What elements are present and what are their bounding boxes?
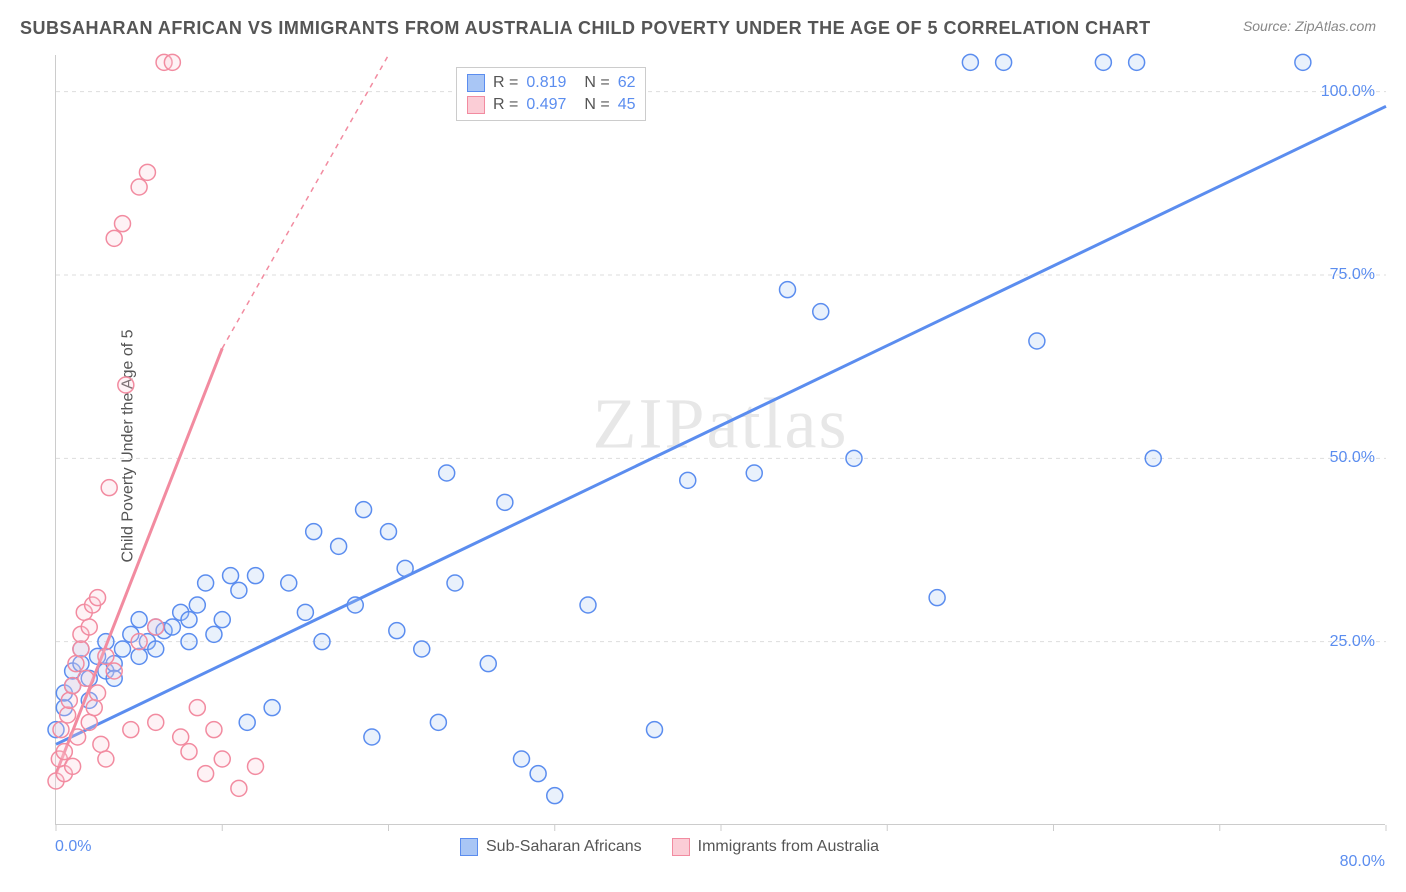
r-label: R =: [493, 96, 518, 114]
legend-row-australia: R = 0.497 N = 45: [467, 94, 635, 116]
source-label: Source: ZipAtlas.com: [1243, 18, 1376, 34]
plot-area: ZIPatlas R = 0.819 N = 62 R = 0.497 N = …: [55, 55, 1385, 825]
r-value-australia: 0.497: [526, 96, 576, 114]
scatter-plot-svg: [56, 55, 1385, 824]
x-axis-max-label: 80.0%: [1340, 853, 1385, 871]
n-value-subsaharan: 62: [618, 74, 636, 92]
swatch-subsaharan: [467, 74, 485, 92]
y-tick-label: 50.0%: [1330, 449, 1375, 467]
x-axis-min-label: 0.0%: [55, 838, 91, 856]
n-value-australia: 45: [618, 96, 636, 114]
chart-title: SUBSAHARAN AFRICAN VS IMMIGRANTS FROM AU…: [20, 18, 1151, 39]
legend-label-subsaharan: Sub-Saharan Africans: [486, 838, 642, 856]
chart-container: SUBSAHARAN AFRICAN VS IMMIGRANTS FROM AU…: [0, 0, 1406, 892]
n-label: N =: [584, 96, 609, 114]
swatch-australia: [467, 96, 485, 114]
y-tick-label: 75.0%: [1330, 266, 1375, 284]
y-tick-label: 25.0%: [1330, 633, 1375, 651]
legend-row-subsaharan: R = 0.819 N = 62: [467, 72, 635, 94]
n-label: N =: [584, 74, 609, 92]
r-value-subsaharan: 0.819: [526, 74, 576, 92]
swatch-australia-bottom: [672, 838, 690, 856]
y-tick-label: 100.0%: [1321, 83, 1375, 101]
swatch-subsaharan-bottom: [460, 838, 478, 856]
legend-item-subsaharan: Sub-Saharan Africans: [460, 838, 642, 856]
series-legend: Sub-Saharan Africans Immigrants from Aus…: [460, 838, 879, 856]
correlation-legend: R = 0.819 N = 62 R = 0.497 N = 45: [456, 67, 646, 121]
legend-label-australia: Immigrants from Australia: [698, 838, 879, 856]
r-label: R =: [493, 74, 518, 92]
legend-item-australia: Immigrants from Australia: [672, 838, 879, 856]
